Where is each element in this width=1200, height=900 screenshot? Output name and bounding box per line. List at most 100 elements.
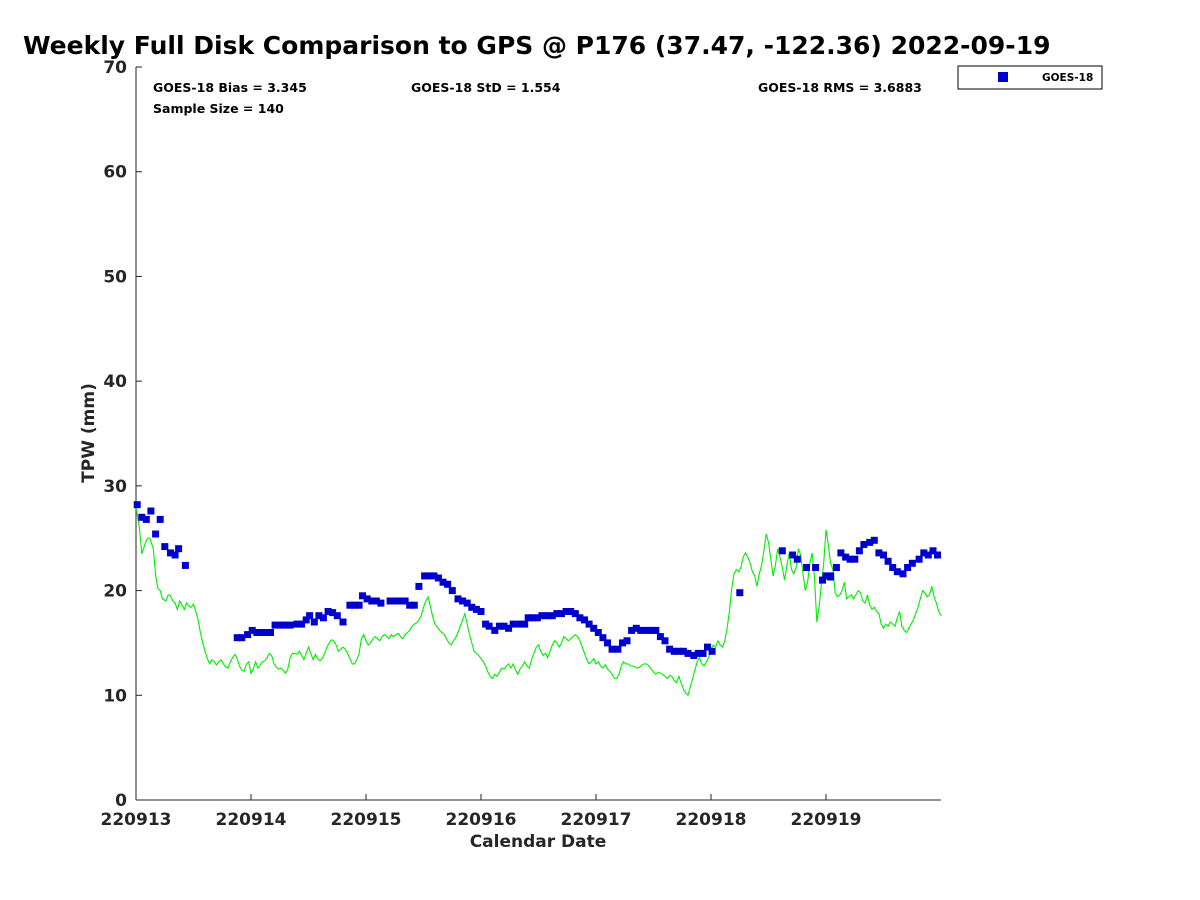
- goes18-point: [884, 557, 892, 565]
- stat-bias: GOES-18 Bias = 3.345: [153, 80, 307, 95]
- goes18-point: [463, 599, 471, 607]
- goes18-point: [421, 572, 429, 580]
- goes18-point: [538, 612, 546, 620]
- goes18-point: [363, 595, 371, 603]
- goes18-point: [690, 652, 698, 659]
- goes18-point: [581, 616, 588, 624]
- goes18-point: [619, 639, 626, 647]
- goes18-point: [147, 507, 155, 515]
- goes18-point: [329, 609, 337, 617]
- goes18-point: [267, 629, 274, 636]
- goes18-point: [406, 601, 414, 609]
- y-tick-label: 0: [115, 791, 127, 811]
- goes18-point: [491, 626, 499, 634]
- chart-title: Weekly Full Disk Comparison to GPS @ P17…: [23, 31, 1050, 60]
- goes18-point: [286, 621, 294, 629]
- goes18-point: [899, 570, 907, 578]
- goes18-point: [324, 608, 332, 615]
- goes18-point: [401, 597, 409, 605]
- goes18-point: [679, 647, 687, 655]
- stat-sample-size: Sample Size = 140: [153, 101, 284, 116]
- goes18-point: [351, 601, 358, 609]
- goes18-point: [924, 551, 932, 559]
- y-tick-label: 40: [103, 372, 127, 392]
- goes18-point: [397, 597, 404, 605]
- goes18-point: [293, 620, 301, 628]
- goes18-point: [915, 555, 923, 563]
- goes18-point: [392, 597, 400, 605]
- goes18-point: [444, 580, 452, 588]
- goes18-point: [377, 599, 385, 607]
- goes18-point: [614, 645, 622, 653]
- goes18-point: [319, 614, 327, 622]
- goes18-point: [558, 610, 565, 618]
- goes18-point: [505, 624, 513, 632]
- goes18-point: [524, 614, 532, 622]
- goes18-point: [846, 555, 854, 563]
- goes18-point: [893, 568, 901, 576]
- goes18-point: [244, 631, 252, 639]
- goes18-point: [410, 601, 418, 609]
- goes18-point: [837, 549, 845, 557]
- goes18-point: [485, 622, 493, 630]
- y-tick-label: 60: [103, 163, 127, 183]
- goes18-point: [516, 620, 524, 628]
- goes18-point: [666, 645, 674, 653]
- goes18-point: [637, 626, 645, 634]
- goes18-point: [439, 578, 447, 586]
- y-tick-label: 10: [103, 686, 127, 706]
- goes18-point: [167, 549, 174, 557]
- goes18-point: [643, 626, 651, 634]
- goes18-point: [472, 605, 480, 613]
- x-tick-label: 220914: [216, 810, 287, 830]
- goes18-point: [628, 626, 636, 634]
- goes18-point: [594, 629, 602, 636]
- legend: GOES-18: [957, 65, 1103, 90]
- x-tick-label: 220919: [791, 810, 862, 830]
- goes18-point: [889, 564, 897, 571]
- x-tick-label: 220917: [561, 810, 632, 830]
- x-axis-label: Calendar Date: [470, 832, 607, 852]
- goes18-point: [632, 624, 640, 632]
- stat-std: GOES-18 StD = 1.554: [411, 80, 561, 95]
- goes18-point: [842, 553, 850, 561]
- goes18-point: [803, 564, 810, 571]
- y-tick-label: 20: [103, 582, 127, 602]
- goes18-point: [647, 626, 655, 634]
- goes18-point: [257, 629, 265, 636]
- goes18-point: [142, 515, 150, 523]
- goes18-point: [694, 649, 702, 657]
- goes18-point: [778, 547, 786, 555]
- goes18-point: [543, 612, 550, 620]
- goes18-point: [819, 576, 826, 584]
- goes18-point: [934, 551, 941, 559]
- goes18-point: [306, 612, 314, 620]
- goes18-point: [822, 572, 830, 580]
- goes18-point: [152, 530, 160, 538]
- goes18-point: [675, 647, 683, 655]
- goes18-point: [415, 582, 423, 590]
- legend-label-goes18: GOES-18: [1042, 72, 1093, 84]
- goes18-point: [562, 608, 570, 615]
- goes18-point: [434, 574, 442, 582]
- goes18-point: [238, 634, 246, 642]
- goes18-point: [161, 543, 169, 551]
- goes18-point: [904, 564, 912, 571]
- goes18-point: [138, 513, 146, 521]
- y-tick-label: 50: [103, 267, 127, 287]
- goes18-point: [133, 501, 141, 509]
- goes18-point: [880, 551, 887, 559]
- y-tick-label: 30: [103, 477, 127, 497]
- goes18-point: [623, 637, 631, 645]
- goes18-point: [599, 634, 607, 642]
- goes18-point: [386, 597, 394, 605]
- y-axis-label: TPW (mm): [79, 383, 99, 483]
- goes18-point: [248, 626, 256, 634]
- goes18-point: [430, 572, 438, 580]
- goes18-point: [271, 621, 279, 629]
- goes18-point: [521, 620, 529, 628]
- goes18-point: [708, 647, 716, 655]
- goes18-point: [282, 621, 289, 629]
- legend-box: [957, 65, 1103, 90]
